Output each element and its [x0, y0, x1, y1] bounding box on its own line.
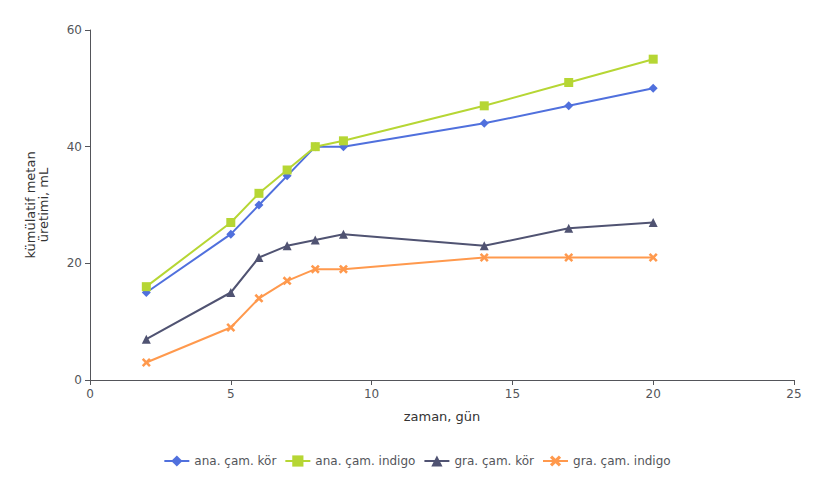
- svg-text:üretimi, mL: üretimi, mL: [36, 167, 51, 242]
- svg-text:ana. çam. kör: ana. çam. kör: [194, 454, 276, 468]
- svg-text:gra. çam. indigo: gra. çam. indigo: [573, 454, 671, 468]
- svg-text:25: 25: [786, 387, 801, 401]
- svg-text:ana. çam. indigo: ana. çam. indigo: [315, 454, 415, 468]
- svg-text:20: 20: [67, 256, 82, 270]
- svg-text:0: 0: [74, 373, 82, 387]
- svg-text:kümülatif metan: kümülatif metan: [23, 151, 38, 259]
- svg-text:60: 60: [67, 23, 82, 37]
- svg-text:15: 15: [505, 387, 520, 401]
- svg-text:zaman, gün: zaman, gün: [404, 409, 481, 424]
- svg-text:0: 0: [86, 387, 94, 401]
- svg-text:5: 5: [227, 387, 235, 401]
- svg-text:20: 20: [646, 387, 661, 401]
- svg-text:40: 40: [67, 140, 82, 154]
- svg-text:10: 10: [364, 387, 379, 401]
- svg-text:gra. çam. kör: gra. çam. kör: [454, 454, 534, 468]
